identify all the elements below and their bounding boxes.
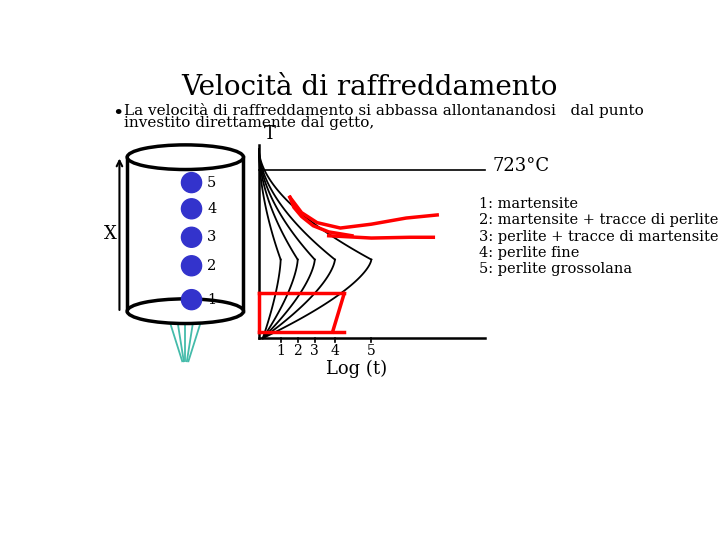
Text: 2: 2 [207,259,216,273]
Text: 2: martensite + tracce di perlite: 2: martensite + tracce di perlite [479,213,719,227]
Circle shape [181,199,202,219]
Text: •: • [112,105,123,123]
Text: 5: perlite grossolana: 5: perlite grossolana [479,262,632,276]
Text: Velocità di raffreddamento: Velocità di raffreddamento [181,74,557,101]
Text: 1: 1 [276,345,285,359]
Text: 1: martensite: 1: martensite [479,197,578,211]
Text: 5: 5 [207,176,216,190]
Ellipse shape [127,299,243,323]
Ellipse shape [127,145,243,170]
Text: 723°C: 723°C [493,158,550,176]
Text: T: T [264,125,276,143]
Text: X: X [104,225,117,243]
Text: 2: 2 [293,345,302,359]
Circle shape [181,173,202,193]
Text: 1: 1 [207,293,216,307]
Circle shape [181,289,202,309]
Circle shape [181,227,202,247]
Text: 3: perlite + tracce di martensite: 3: perlite + tracce di martensite [479,230,719,244]
Circle shape [181,256,202,276]
Text: 4: 4 [207,202,216,216]
Text: 5: 5 [367,345,376,359]
Text: 4: 4 [330,345,339,359]
Text: Log (t): Log (t) [326,360,387,378]
Text: 4: perlite fine: 4: perlite fine [479,246,580,260]
Text: La velocità di raffreddamento si abbassa allontanandosi   dal punto: La velocità di raffreddamento si abbassa… [124,103,644,118]
Text: 3: 3 [310,345,319,359]
Text: investito direttamente dal getto,: investito direttamente dal getto, [124,116,374,130]
Text: 3: 3 [207,230,217,244]
